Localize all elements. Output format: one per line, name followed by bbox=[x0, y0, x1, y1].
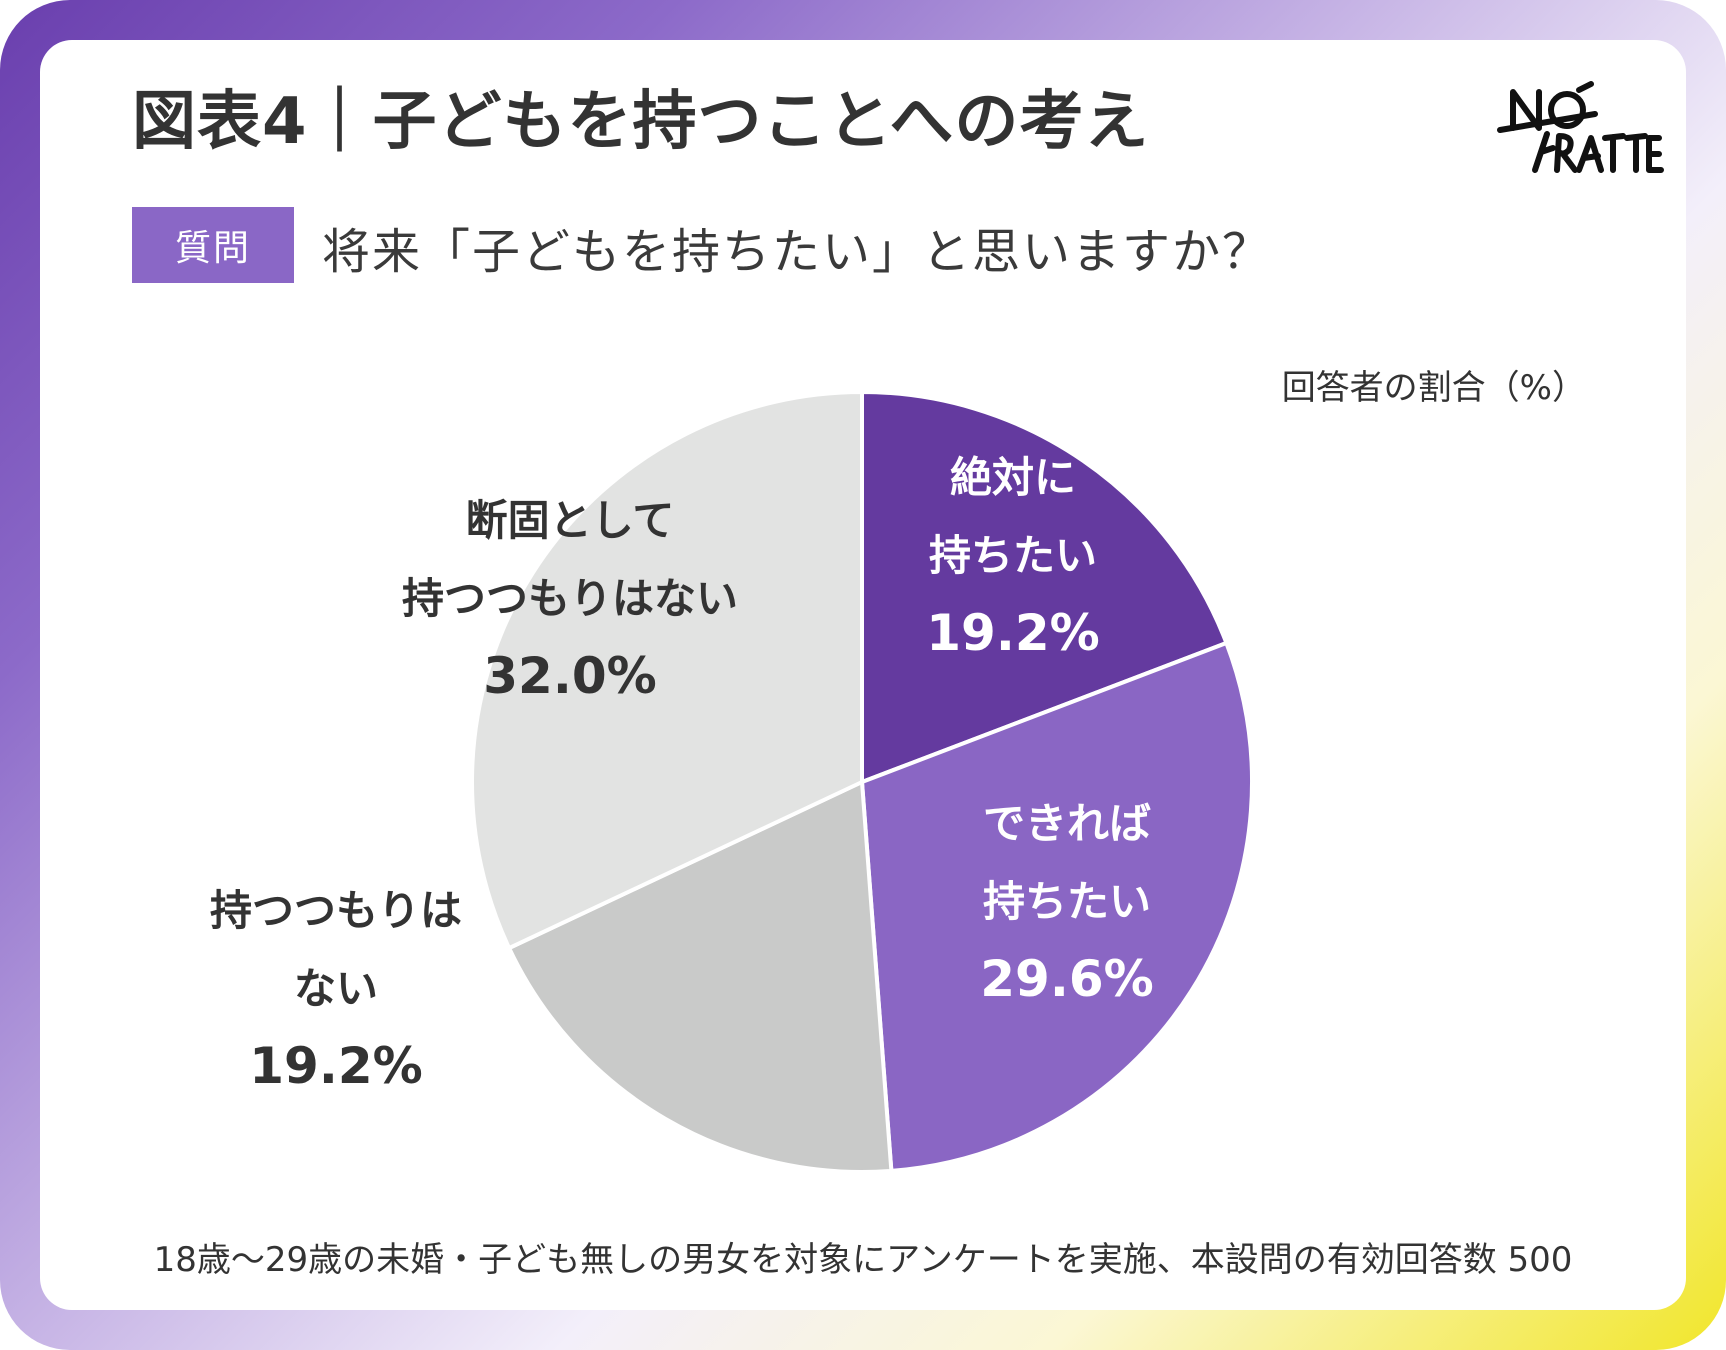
slice-label-3: 持つつもりはない 19.2% bbox=[210, 886, 462, 1095]
slice-value-label: 32.0% bbox=[483, 647, 656, 705]
footnote: 18歳〜29歳の未婚・子ども無しの男女を対象にアンケートを実施、本設問の有効回答… bbox=[153, 1240, 1573, 1280]
question-badge: 質問 bbox=[132, 207, 294, 283]
pie-slice-2 bbox=[859, 640, 1254, 1174]
slice-label-line: 持つつもりはない bbox=[402, 574, 738, 623]
question-text: 将来「子どもを持ちたい」と思いますか？ bbox=[322, 224, 1273, 280]
page-title: 図表4｜子どもを持つことへの考え bbox=[132, 85, 1150, 159]
slice-label-line: 断固として bbox=[466, 496, 675, 545]
unit-label: 回答者の割合（%） bbox=[1281, 368, 1586, 408]
no-frame-logo-icon bbox=[1497, 81, 1664, 173]
pie-slice-4 bbox=[470, 389, 864, 951]
slice-value-label: 19.2% bbox=[249, 1037, 422, 1095]
slice-label-line: 持つつもりは bbox=[210, 886, 462, 935]
slice-value-label: 29.6% bbox=[980, 950, 1153, 1008]
pie-slice-1 bbox=[860, 389, 1229, 785]
slice-label-line: 持ちたい bbox=[983, 877, 1151, 926]
slice-label-line: ない bbox=[294, 964, 378, 1013]
slice-label-line: 絶対に bbox=[950, 453, 1076, 502]
slice-label-line: できれば bbox=[983, 799, 1151, 848]
pie-slice-3 bbox=[506, 778, 894, 1174]
slice-label-line: 持ちたい bbox=[929, 531, 1097, 580]
slice-value-label: 19.2% bbox=[926, 604, 1099, 662]
